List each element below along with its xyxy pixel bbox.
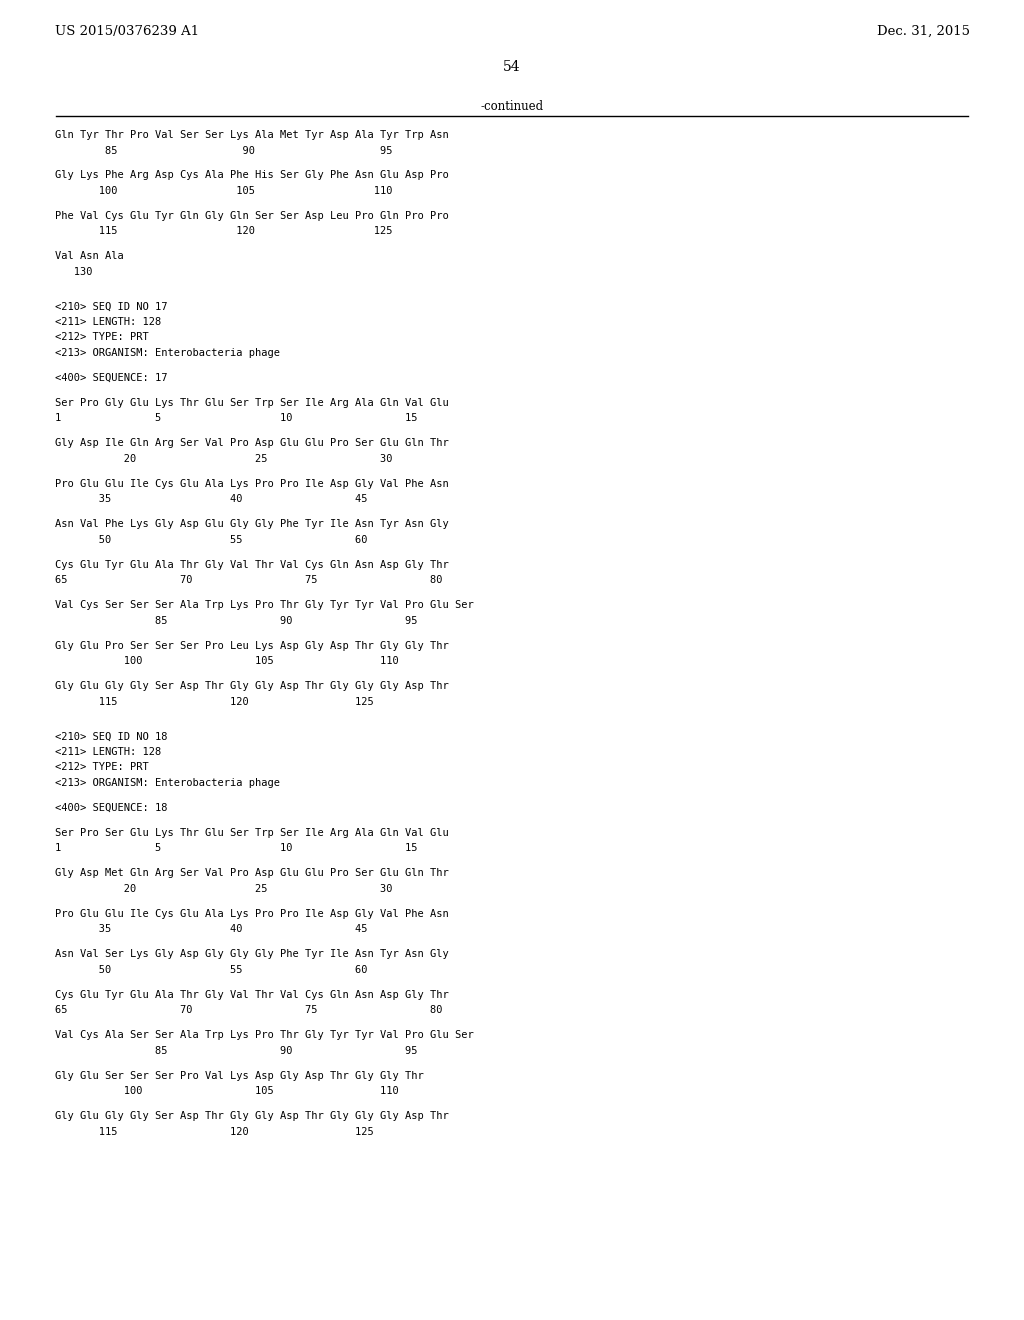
Text: Val Cys Ala Ser Ser Ala Trp Lys Pro Thr Gly Tyr Tyr Val Pro Glu Ser: Val Cys Ala Ser Ser Ala Trp Lys Pro Thr … [55,1031,474,1040]
Text: 85                    90                    95: 85 90 95 [55,145,392,156]
Text: 115                  120                 125: 115 120 125 [55,697,374,708]
Text: 100                   105                   110: 100 105 110 [55,186,392,195]
Text: 115                   120                   125: 115 120 125 [55,227,392,236]
Text: <210> SEQ ID NO 17: <210> SEQ ID NO 17 [55,301,168,312]
Text: <400> SEQUENCE: 18: <400> SEQUENCE: 18 [55,803,168,813]
Text: 1               5                   10                  15: 1 5 10 15 [55,413,418,424]
Text: 100                  105                 110: 100 105 110 [55,1086,398,1097]
Text: Asn Val Phe Lys Gly Asp Glu Gly Gly Phe Tyr Ile Asn Tyr Asn Gly: Asn Val Phe Lys Gly Asp Glu Gly Gly Phe … [55,520,449,529]
Text: 54: 54 [503,59,521,74]
Text: Ser Pro Gly Glu Lys Thr Glu Ser Trp Ser Ile Arg Ala Gln Val Glu: Ser Pro Gly Glu Lys Thr Glu Ser Trp Ser … [55,399,449,408]
Text: Gly Asp Ile Gln Arg Ser Val Pro Asp Glu Glu Pro Ser Glu Gln Thr: Gly Asp Ile Gln Arg Ser Val Pro Asp Glu … [55,438,449,449]
Text: Cys Glu Tyr Glu Ala Thr Gly Val Thr Val Cys Gln Asn Asp Gly Thr: Cys Glu Tyr Glu Ala Thr Gly Val Thr Val … [55,990,449,1001]
Text: Gly Glu Gly Gly Ser Asp Thr Gly Gly Asp Thr Gly Gly Gly Asp Thr: Gly Glu Gly Gly Ser Asp Thr Gly Gly Asp … [55,681,449,692]
Text: 20                   25                  30: 20 25 30 [55,884,392,894]
Text: <211> LENGTH: 128: <211> LENGTH: 128 [55,747,161,756]
Text: Dec. 31, 2015: Dec. 31, 2015 [877,25,970,38]
Text: <213> ORGANISM: Enterobacteria phage: <213> ORGANISM: Enterobacteria phage [55,348,280,358]
Text: 100                  105                 110: 100 105 110 [55,656,398,667]
Text: <210> SEQ ID NO 18: <210> SEQ ID NO 18 [55,731,168,742]
Text: 20                   25                  30: 20 25 30 [55,454,392,465]
Text: 35                   40                  45: 35 40 45 [55,924,368,935]
Text: Gly Asp Met Gln Arg Ser Val Pro Asp Glu Glu Pro Ser Glu Gln Thr: Gly Asp Met Gln Arg Ser Val Pro Asp Glu … [55,869,449,879]
Text: <211> LENGTH: 128: <211> LENGTH: 128 [55,317,161,327]
Text: <212> TYPE: PRT: <212> TYPE: PRT [55,333,148,342]
Text: <213> ORGANISM: Enterobacteria phage: <213> ORGANISM: Enterobacteria phage [55,777,280,788]
Text: Val Cys Ser Ser Ser Ala Trp Lys Pro Thr Gly Tyr Tyr Val Pro Glu Ser: Val Cys Ser Ser Ser Ala Trp Lys Pro Thr … [55,601,474,610]
Text: 85                  90                  95: 85 90 95 [55,1045,418,1056]
Text: Gly Glu Ser Ser Ser Pro Val Lys Asp Gly Asp Thr Gly Gly Thr: Gly Glu Ser Ser Ser Pro Val Lys Asp Gly … [55,1071,424,1081]
Text: <212> TYPE: PRT: <212> TYPE: PRT [55,763,148,772]
Text: Gly Lys Phe Arg Asp Cys Ala Phe His Ser Gly Phe Asn Glu Asp Pro: Gly Lys Phe Arg Asp Cys Ala Phe His Ser … [55,170,449,181]
Text: Phe Val Cys Glu Tyr Gln Gly Gln Ser Ser Asp Leu Pro Gln Pro Pro: Phe Val Cys Glu Tyr Gln Gly Gln Ser Ser … [55,211,449,220]
Text: US 2015/0376239 A1: US 2015/0376239 A1 [55,25,199,38]
Text: Pro Glu Glu Ile Cys Glu Ala Lys Pro Pro Ile Asp Gly Val Phe Asn: Pro Glu Glu Ile Cys Glu Ala Lys Pro Pro … [55,479,449,488]
Text: 50                   55                  60: 50 55 60 [55,965,368,975]
Text: 85                  90                  95: 85 90 95 [55,616,418,626]
Text: 1               5                   10                  15: 1 5 10 15 [55,843,418,854]
Text: Cys Glu Tyr Glu Ala Thr Gly Val Thr Val Cys Gln Asn Asp Gly Thr: Cys Glu Tyr Glu Ala Thr Gly Val Thr Val … [55,560,449,570]
Text: -continued: -continued [480,100,544,114]
Text: 130: 130 [55,267,92,277]
Text: Gln Tyr Thr Pro Val Ser Ser Lys Ala Met Tyr Asp Ala Tyr Trp Asn: Gln Tyr Thr Pro Val Ser Ser Lys Ala Met … [55,129,449,140]
Text: 115                  120                 125: 115 120 125 [55,1127,374,1137]
Text: 65                  70                  75                  80: 65 70 75 80 [55,1006,442,1015]
Text: 35                   40                  45: 35 40 45 [55,495,368,504]
Text: 65                  70                  75                  80: 65 70 75 80 [55,576,442,586]
Text: Ser Pro Ser Glu Lys Thr Glu Ser Trp Ser Ile Arg Ala Gln Val Glu: Ser Pro Ser Glu Lys Thr Glu Ser Trp Ser … [55,828,449,838]
Text: Gly Glu Pro Ser Ser Ser Pro Leu Lys Asp Gly Asp Thr Gly Gly Thr: Gly Glu Pro Ser Ser Ser Pro Leu Lys Asp … [55,642,449,651]
Text: 50                   55                  60: 50 55 60 [55,535,368,545]
Text: Gly Glu Gly Gly Ser Asp Thr Gly Gly Asp Thr Gly Gly Gly Asp Thr: Gly Glu Gly Gly Ser Asp Thr Gly Gly Asp … [55,1111,449,1122]
Text: Pro Glu Glu Ile Cys Glu Ala Lys Pro Pro Ile Asp Gly Val Phe Asn: Pro Glu Glu Ile Cys Glu Ala Lys Pro Pro … [55,909,449,919]
Text: <400> SEQUENCE: 17: <400> SEQUENCE: 17 [55,374,168,383]
Text: Asn Val Ser Lys Gly Asp Gly Gly Gly Phe Tyr Ile Asn Tyr Asn Gly: Asn Val Ser Lys Gly Asp Gly Gly Gly Phe … [55,949,449,960]
Text: Val Asn Ala: Val Asn Ala [55,252,124,261]
